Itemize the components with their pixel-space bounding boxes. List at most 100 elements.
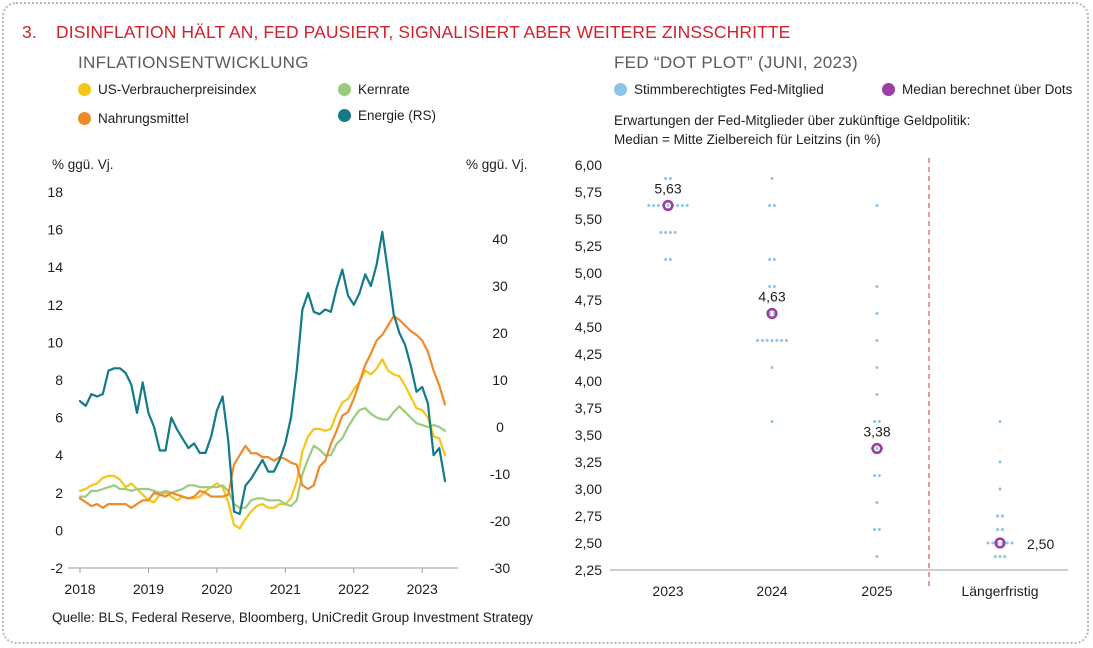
legend-item-median: Median berechnet über Dots [882,82,1072,97]
legend-swatch-energy [338,109,351,122]
fed-member-dot [996,514,1000,518]
legend-label-median: Median berechnet über Dots [902,82,1073,97]
fed-member-dot [770,366,774,369]
fed-member-dot [998,487,1002,491]
y-tick-left: 4 [55,447,63,463]
fed-member-dot [1005,541,1009,545]
y-tick-right: -10 [490,466,510,482]
fed-member-dot [1000,514,1004,518]
legend-label-core: Kernrate [358,82,410,97]
fed-member-dot [760,339,764,342]
x-tick-label: 2023 [407,581,438,597]
fed-member-dot [877,420,881,423]
dot-plot-y-tick: 5,25 [575,238,602,254]
fed-member-dot [877,474,881,477]
median-marker [766,307,778,320]
dot-plot-subtitle-2: Median = Mitte Zielbereich für Leitzins … [614,132,881,147]
fed-member-dot [873,474,877,477]
fed-member-dot [664,177,668,180]
fed-member-dot [875,555,879,558]
legend-item-cpi: US-Verbraucherpreisindex [78,82,256,97]
fed-member-dot [875,339,879,342]
dot-plot-category-label: 2024 [756,583,787,599]
median-label: 3,38 [863,424,890,440]
y-tick-left: 18 [47,184,63,200]
source-note: Quelle: BLS, Federal Reserve, Bloomberg,… [52,610,533,625]
legend-swatch-food [78,112,91,125]
median-label: 4,63 [758,289,785,305]
dot-plot-title: FED “DOT PLOT” (JUNI, 2023) [614,53,858,72]
fed-member-dot [680,204,684,207]
fed-member-dot [765,339,769,342]
fed-member-dot [875,501,879,504]
fed-member-dot [664,258,668,261]
median-marker [994,537,1006,549]
fed-member-dot [784,339,788,342]
fed-member-dot [1000,528,1004,531]
fed-member-dot [668,258,672,261]
dot-plot-y-tick: 3,75 [575,400,602,416]
figure-title: 3. DISINFLATION HÄLT AN, FED PAUSIERT, SI… [22,22,790,43]
dot-plot-category-label: 2025 [861,583,892,599]
dot-plot-y-tick: 2,25 [575,562,602,578]
fed-member-dot [676,204,680,207]
x-tick-label: 2019 [133,581,164,597]
figure-number: 3. [22,22,37,42]
x-tick-label: 2020 [201,581,232,597]
median-label: 2,50 [1027,536,1054,552]
fed-member-dot [772,204,776,207]
fed-member-dot [770,177,774,180]
dot-plot-y-tick: 3,50 [575,427,602,443]
fed-member-dot [768,258,772,261]
fed-member-dot [996,528,1000,531]
fed-member-dot [673,231,677,234]
x-tick-label: 2018 [64,581,95,597]
y-tick-right: 30 [492,278,508,294]
dot-plot-y-tick: 2,50 [575,535,602,551]
fed-member-dot [668,231,672,234]
fed-member-dot [652,204,656,207]
series-line-cpi [78,358,447,530]
legend-swatch-cpi [78,83,91,96]
legend-item-food: Nahrungsmittel [78,111,189,126]
fed-member-dot [666,204,670,207]
fed-member-dot [772,285,776,288]
series-line-core [78,405,447,509]
dot-plot-y-tick: 4,00 [575,373,602,389]
fed-member-dot [770,339,774,342]
dot-plot-y-tick: 3,25 [575,454,602,470]
legend-label-energy: Energie (RS) [358,108,437,123]
legend-swatch-member [614,83,627,96]
y-tick-right: -20 [490,513,510,529]
fed-member-dot [998,460,1002,464]
legend-item-energy: Energie (RS) [338,108,436,123]
fed-member-dot [656,204,660,207]
fed-member-dot [998,420,1002,423]
fed-member-dot [875,366,879,369]
legend-label-cpi: US-Verbraucherpreisindex [98,82,257,97]
y-tick-left: 14 [47,259,63,275]
fed-member-dot [875,285,879,288]
left-axis-unit: % ggü. Vj. [52,157,114,172]
fed-member-dot [772,258,776,261]
y-tick-left: 12 [47,297,63,313]
series-line-energy [78,230,447,516]
fed-member-dot [875,204,879,207]
left-chart-title: INFLATIONSENTWICKLUNG [78,53,309,72]
fed-member-dot [873,528,877,531]
y-tick-right: 40 [492,231,508,247]
dot-plot-y-tick: 5,50 [575,211,602,227]
fed-member-dot [1010,541,1014,545]
median-marker [662,199,674,212]
x-tick-label: 2021 [270,581,301,597]
fed-member-dot [780,339,784,342]
fed-member-dot [768,204,772,207]
series-line-food [78,315,447,509]
fed-member-dot [775,339,779,342]
dot-plot-y-tick: 4,25 [575,346,602,362]
y-tick-left: 8 [55,372,63,388]
fed-member-dot [668,177,672,180]
fed-member-dot [685,204,689,207]
y-tick-left: 6 [55,410,63,426]
